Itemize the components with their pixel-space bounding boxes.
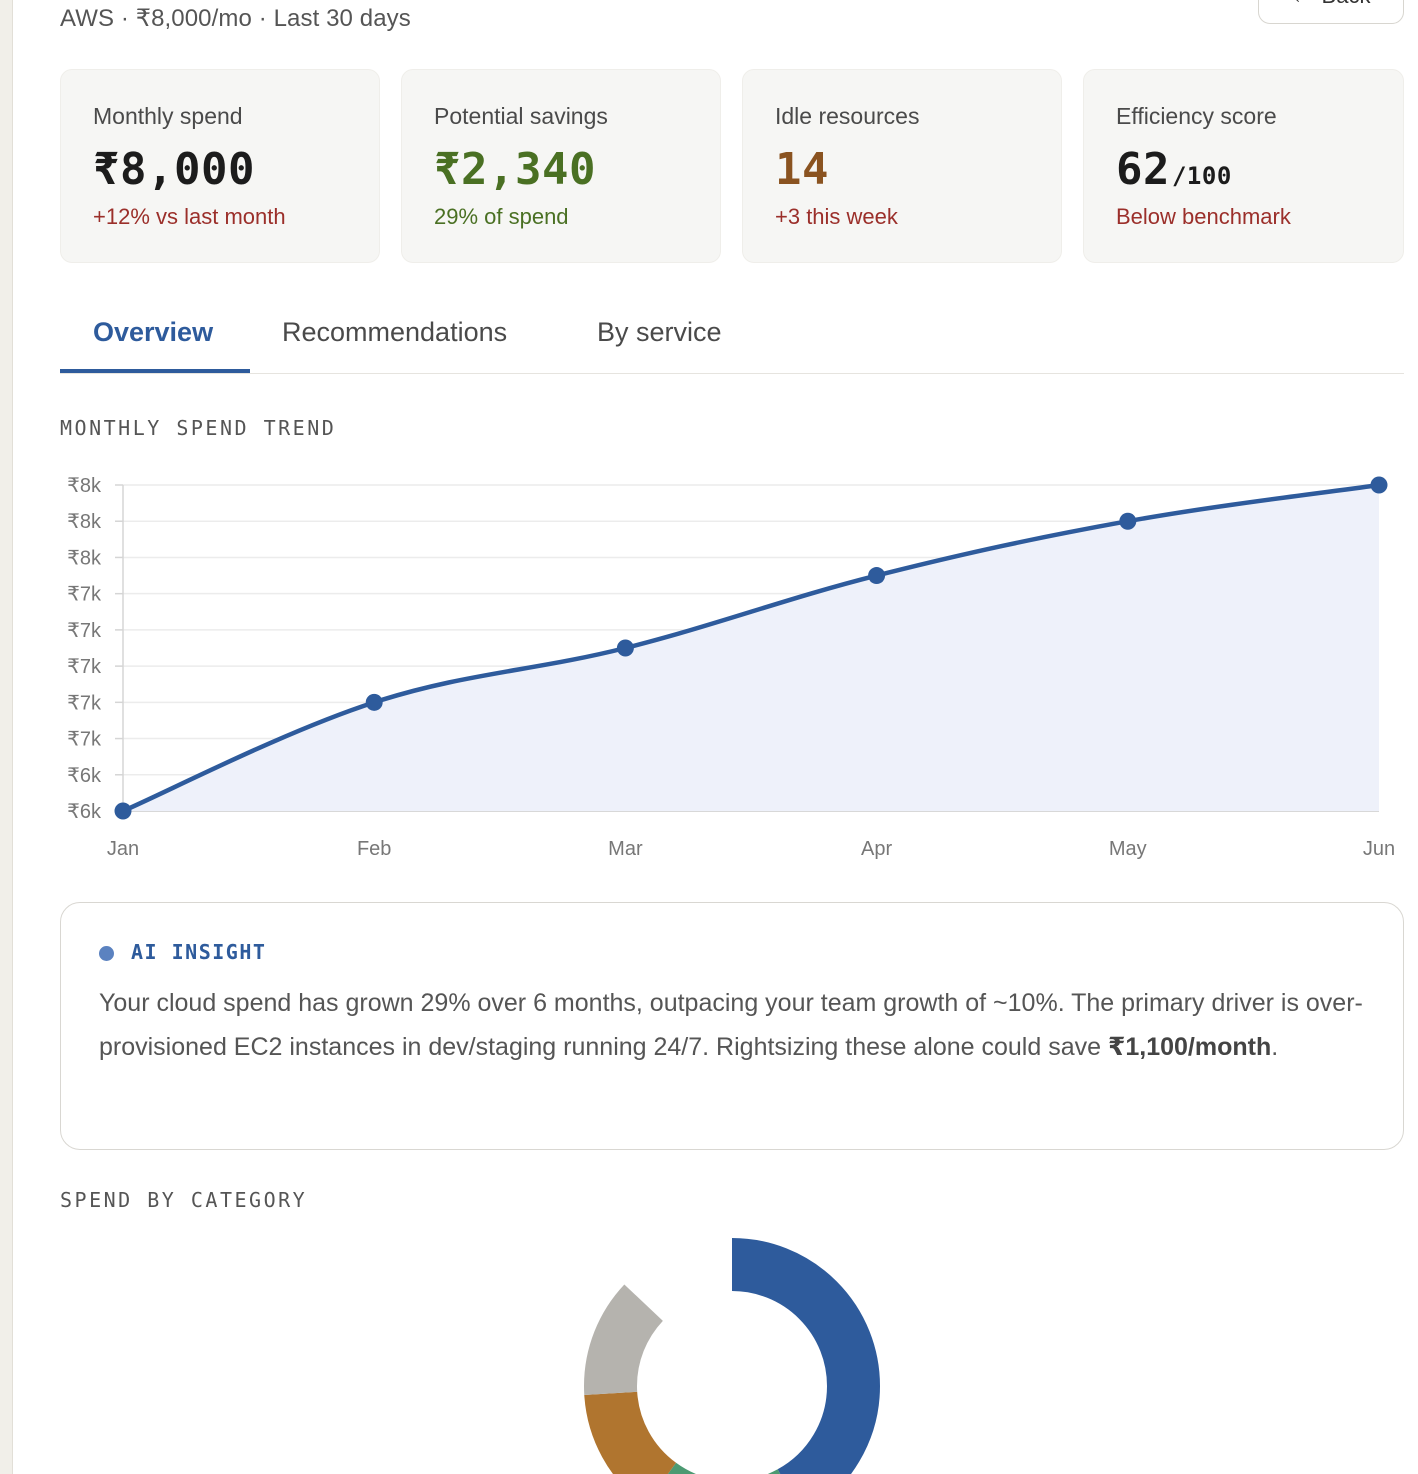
active-tab-indicator	[60, 369, 250, 373]
series-area	[123, 485, 1379, 811]
tab-by-service[interactable]: By service	[597, 317, 722, 347]
y-tick-label: ₹8k	[67, 475, 102, 497]
section-title-spend-trend: MONTHLY SPEND TREND	[60, 416, 337, 440]
kpi-label: Potential savings	[434, 103, 608, 129]
insight-label: AI INSIGHT	[131, 940, 267, 964]
back-button-label: Back	[1322, 0, 1371, 9]
arrow-left-icon: ←	[1292, 0, 1312, 9]
insight-text-end: .	[1271, 1033, 1279, 1061]
kpi-value-number: 62	[1116, 144, 1170, 195]
tab-overview[interactable]: Overview	[93, 317, 214, 347]
data-point[interactable]	[1119, 512, 1137, 530]
kpi-label: Efficiency score	[1116, 103, 1277, 129]
kpi-value: 14	[775, 144, 829, 195]
data-point[interactable]	[616, 639, 634, 657]
series-line	[120, 482, 1382, 814]
ai-insight-card: AI INSIGHT Your cloud spend has grown 29…	[60, 902, 1404, 1150]
kpi-cards: Monthly spend ₹8,000 +12% vs last month …	[60, 69, 1404, 263]
kpi-label: Monthly spend	[93, 103, 243, 129]
page-subtitle: AWS · ₹8,000/mo · Last 30 days	[60, 5, 411, 32]
kpi-value-number: ₹8,000	[93, 144, 255, 195]
kpi-value-number: ₹2,340	[434, 144, 596, 195]
y-tick-label: ₹6k	[67, 765, 102, 787]
data-point[interactable]	[868, 567, 886, 585]
x-tick-label: Mar	[608, 838, 643, 860]
y-tick-label: ₹8k	[67, 547, 102, 569]
data-point[interactable]	[365, 693, 383, 711]
spend-trend-chart: ₹6k ₹6k ₹7k ₹7k ₹7k ₹7k ₹7k ₹8k ₹8k ₹8k Jan Feb Mar A…	[67, 475, 1395, 860]
kpi-value-unit: /100	[1171, 162, 1232, 190]
data-point[interactable]	[1370, 476, 1388, 494]
x-tick-label: May	[1109, 838, 1147, 860]
kpi-change: Below benchmark	[1116, 204, 1291, 229]
x-tick-label: Jun	[1363, 838, 1395, 860]
kpi-value-number: 14	[775, 144, 829, 195]
y-tick-label: ₹7k	[67, 729, 102, 751]
kpi-card-monthly-spend: Monthly spend ₹8,000 +12% vs last month	[60, 69, 380, 263]
x-tick-label: Jan	[107, 838, 139, 860]
kpi-change: +3 this week	[775, 204, 898, 229]
y-tick-label: ₹7k	[67, 620, 102, 642]
y-tick-label: ₹7k	[67, 656, 102, 678]
insight-dot-icon	[99, 946, 114, 961]
x-tick-label: Feb	[357, 838, 391, 860]
y-tick-label: ₹8k	[67, 511, 102, 533]
data-point[interactable]	[114, 802, 132, 820]
kpi-label: Idle resources	[775, 103, 920, 129]
spend-by-category-donut	[584, 1238, 880, 1474]
x-tick-label: Apr	[861, 838, 892, 860]
tab-recommendations[interactable]: Recommendations	[282, 317, 508, 347]
kpi-card-potential-savings: Potential savings ₹2,340 29% of spend	[401, 69, 721, 263]
y-tick-label: ₹7k	[67, 692, 102, 714]
left-rail	[0, 0, 13, 1474]
kpi-value: ₹8,000	[93, 144, 255, 195]
donut-slice[interactable]	[584, 1238, 880, 1474]
kpi-card-efficiency-score: Efficiency score 62/100 Below benchmark	[1083, 69, 1404, 263]
kpi-card-idle-resources: Idle resources 14 +3 this week	[742, 69, 1062, 263]
kpi-change: 29% of spend	[434, 204, 569, 229]
donut-slice[interactable]	[584, 1238, 880, 1474]
y-tick-label: ₹6k	[67, 801, 102, 823]
insight-text-main: Your cloud spend has grown 29% over 6 mo…	[99, 989, 1363, 1061]
kpi-value: ₹2,340	[434, 144, 596, 195]
section-title-spend-by-category: SPEND BY CATEGORY	[60, 1188, 308, 1212]
kpi-change: +12% vs last month	[93, 204, 286, 229]
back-button[interactable]: ← Back	[1258, 0, 1404, 24]
kpi-value: 62/100	[1116, 144, 1232, 195]
insight-highlight: ₹1,100/month	[1107, 1033, 1272, 1061]
y-tick-label: ₹7k	[67, 584, 102, 606]
insight-text: Your cloud spend has grown 29% over 6 mo…	[99, 981, 1369, 1069]
tab-bar: Overview Recommendations By service	[60, 300, 1404, 374]
